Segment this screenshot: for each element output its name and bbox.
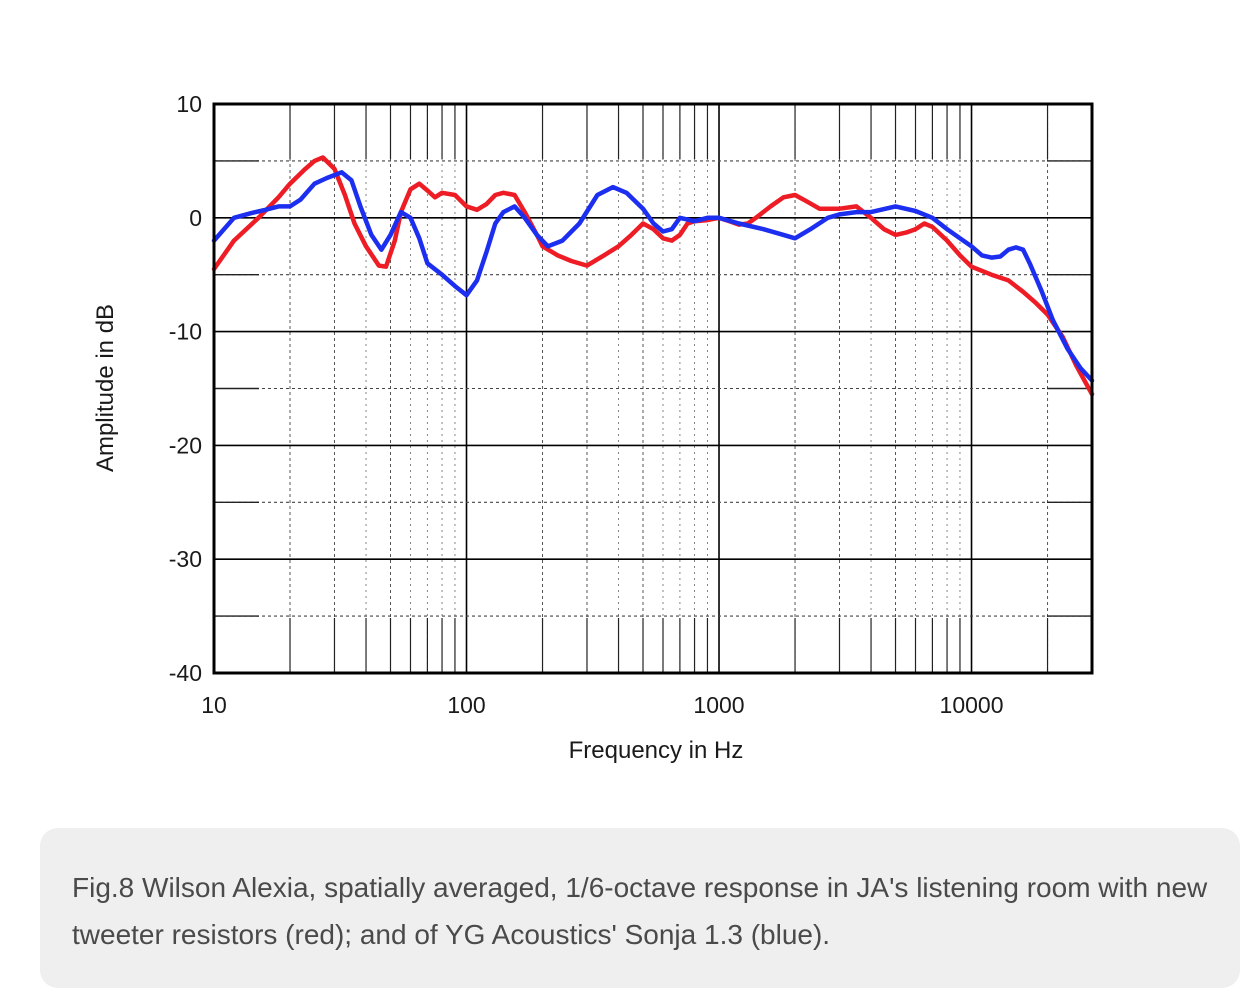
x-tick-label: 1000 (693, 692, 744, 718)
y-tick-label: -40 (169, 660, 202, 686)
y-tick-label: -10 (169, 319, 202, 345)
figure-caption: Fig.8 Wilson Alexia, spatially averaged,… (40, 828, 1240, 988)
y-tick-label: -20 (169, 432, 202, 458)
plot-frame (212, 102, 1094, 675)
x-tick-label: 100 (447, 692, 485, 718)
grid (213, 103, 1093, 674)
y-axis-title: Amplitude in dB (92, 304, 119, 472)
x-tick-label: 10000 (940, 692, 1004, 718)
red-response-line (211, 155, 1095, 397)
y-tick-label: 10 (176, 91, 202, 117)
y-tick-label: -30 (169, 546, 202, 572)
blue-response-line (211, 170, 1095, 383)
x-tick-label: 10 (201, 692, 227, 718)
y-tick-label: 0 (189, 205, 202, 231)
x-axis-title: Frequency in Hz (569, 737, 744, 764)
series-lines (211, 155, 1095, 397)
